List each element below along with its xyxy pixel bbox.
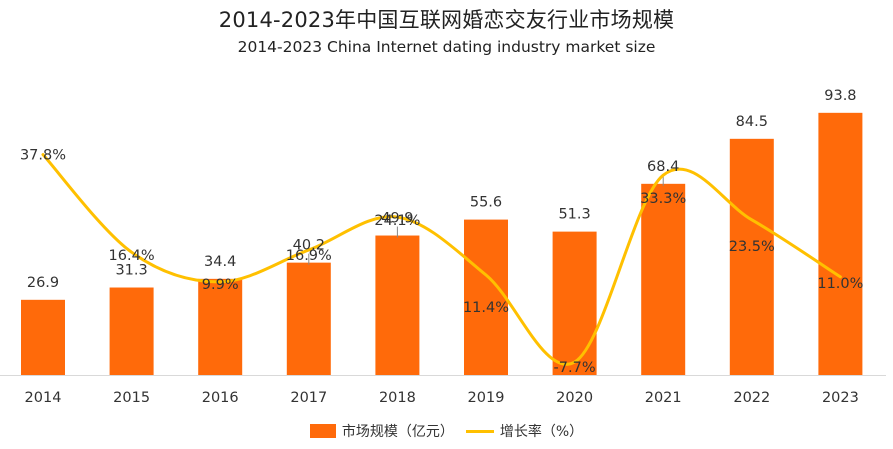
bar-value-label-2023: 93.8 [824,88,856,104]
growth-rate-label-2023: 11.0% [817,276,863,292]
bar-value-label-2019: 55.6 [470,195,502,211]
bar-2023[interactable] [818,112,863,375]
legend-item-market-size[interactable]: 市场规模（亿元） [309,421,454,441]
legend-label-market-size: 市场规模（亿元） [341,424,454,440]
bar-value-label-2015: 31.3 [115,263,147,279]
x-tick-label-2015: 2015 [113,390,150,406]
x-tick-label-2021: 2021 [645,390,682,406]
growth-rate-label-2020: -7.7% [554,360,596,376]
bar-value-label-2022: 84.5 [736,114,768,130]
x-tick-label-2016: 2016 [202,390,239,406]
bar-2019[interactable] [464,219,508,375]
legend-bar-swatch-icon [309,424,336,438]
growth-rate-label-2021: 33.3% [640,191,686,207]
x-tick-label-2023: 2023 [822,390,859,406]
legend-item-growth-rate[interactable]: 增长率（%） [465,421,584,441]
bar-value-label-2014: 26.9 [27,275,59,291]
legend-line-swatch-icon [465,429,494,433]
x-tick-labels: 2014 2015 2016 2017 2018 2019 2020 2021 2022 2023 [25,390,859,406]
bars-layer [21,112,863,375]
bar-value-label-2018: 49.9 [381,211,413,227]
bar-value-label-2016: 34.4 [204,254,236,270]
bar-2021[interactable] [641,183,686,375]
bar-2017[interactable] [286,262,331,375]
x-tick-label-2020: 2020 [556,390,593,406]
growth-rate-label-2014: 37.8% [20,148,66,164]
growth-rate-label-2018: 24.1% [374,213,420,229]
growth-rate-line [41,153,842,366]
x-tick-label-2017: 2017 [290,390,327,406]
bar-2015[interactable] [109,287,154,375]
bar-value-label-2021: 68.4 [647,159,679,175]
bar-value-label-2017: 40.2 [293,238,325,254]
growth-rate-label-2022: 23.5% [729,239,775,255]
x-tick-label-2022: 2022 [733,390,770,406]
bar-2018[interactable] [375,235,420,375]
chart-subtitle: 2014-2023 China Internet dating industry… [237,38,656,56]
bar-2022[interactable] [729,138,774,375]
x-tick-label-2014: 2014 [25,390,62,406]
bar-2016[interactable] [198,278,243,375]
bar-value-label-2020: 51.3 [558,207,590,223]
bar-2014[interactable] [21,299,65,375]
bar-2020[interactable] [552,231,597,375]
growth-rate-label-2017: 16.9% [286,248,332,264]
labels-layer: 26.9 31.3 34.4 40.2 49.9 55.6 51.3 68.4 84.5 93.8… [20,88,863,376]
legend-label-growth-rate: 增长率（%） [499,424,584,440]
growth-rate-label-2019: 11.4% [463,300,509,316]
growth-rate-label-2015: 16.4% [109,248,155,264]
legend: 市场规模（亿元） 增长率（%） [0,421,893,441]
chart-title: 2014-2023年中国互联网婚恋交友行业市场规模 [218,8,675,32]
x-tick-label-2019: 2019 [468,390,505,406]
x-tick-label-2018: 2018 [379,390,416,406]
growth-rate-label-2016: 9.9% [202,277,239,293]
